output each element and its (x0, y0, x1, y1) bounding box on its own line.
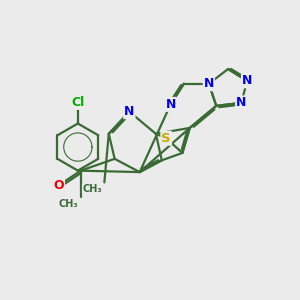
Text: O: O (53, 179, 64, 192)
Text: N: N (204, 77, 214, 90)
Text: Cl: Cl (71, 96, 85, 109)
Text: N: N (236, 96, 247, 110)
Text: Cl: Cl (71, 96, 85, 109)
Text: S: S (161, 132, 171, 145)
Text: CH₃: CH₃ (82, 184, 102, 194)
Text: N: N (165, 98, 176, 111)
Text: N: N (242, 74, 252, 87)
Text: N: N (124, 105, 135, 118)
Text: CH₃: CH₃ (59, 199, 78, 208)
